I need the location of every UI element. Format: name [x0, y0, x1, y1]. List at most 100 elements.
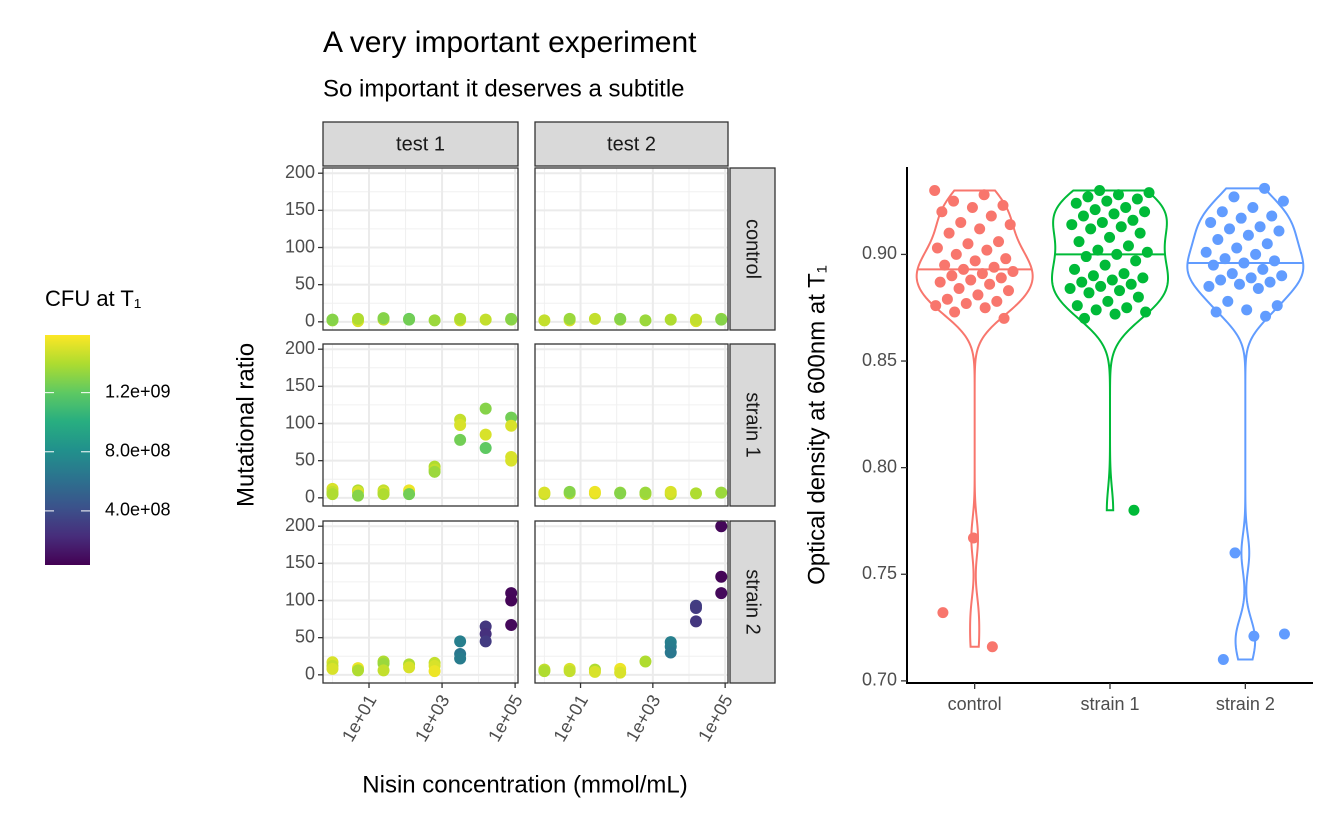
panel-border [322, 343, 519, 507]
x-tick-label: 1e+05 [694, 691, 737, 745]
point [1092, 244, 1104, 256]
point [1076, 276, 1088, 288]
point [428, 465, 441, 478]
point [1115, 221, 1127, 233]
point [1264, 276, 1276, 288]
panel-border [534, 167, 729, 331]
point [1111, 248, 1123, 260]
point [958, 263, 970, 275]
panel [323, 521, 518, 683]
point [998, 312, 1010, 324]
point [966, 202, 978, 214]
point [664, 646, 677, 659]
legend-title: CFU at T₁ [45, 286, 141, 311]
y-tick-label: 0.85 [862, 350, 897, 370]
panel [535, 344, 728, 506]
point [931, 242, 943, 254]
y-tick-label: 0 [305, 311, 315, 331]
point [1104, 231, 1116, 243]
point [1121, 302, 1133, 314]
x-tick-label: 1e+01 [550, 691, 593, 745]
point [1248, 630, 1260, 642]
point [1257, 263, 1269, 275]
point [1087, 270, 1099, 282]
point [1130, 255, 1142, 267]
point [563, 485, 576, 498]
point [1238, 257, 1250, 269]
y-tick-label: 50 [295, 449, 315, 469]
point [588, 485, 601, 498]
y-axis-title: Optical density at 600nm at T₁ [803, 265, 830, 585]
point [976, 268, 988, 280]
point [403, 661, 416, 674]
point [1261, 238, 1273, 250]
point [1276, 270, 1288, 282]
point [950, 248, 962, 260]
point [639, 655, 652, 668]
point [1085, 223, 1097, 235]
y-tick-label: 50 [295, 626, 315, 646]
point [993, 236, 1005, 248]
point [1252, 283, 1264, 295]
point [1259, 182, 1271, 194]
y-tick-label: 100 [285, 412, 315, 432]
point [639, 314, 652, 327]
point [479, 402, 492, 415]
strip [729, 520, 776, 684]
point [1077, 210, 1089, 222]
point [326, 662, 339, 675]
y-tick-label: 50 [295, 273, 315, 293]
panel [323, 168, 518, 330]
point [1140, 306, 1152, 318]
point [428, 665, 441, 678]
point [1207, 259, 1219, 271]
point [1083, 287, 1095, 299]
point [664, 313, 677, 326]
point [1210, 306, 1222, 318]
point [664, 485, 677, 498]
point [454, 312, 467, 325]
point [1277, 195, 1289, 207]
point [941, 293, 953, 305]
point [1226, 268, 1238, 280]
point [614, 312, 627, 325]
point [972, 289, 984, 301]
x-tick-label: 1e+03 [622, 691, 665, 745]
x-tick-label: strain 2 [1216, 694, 1275, 714]
y-tick-label: 150 [285, 375, 315, 395]
point [352, 312, 365, 325]
point [538, 314, 551, 327]
point [1109, 308, 1121, 320]
point [1112, 189, 1124, 201]
point [1212, 233, 1224, 245]
y-tick-label: 0.80 [862, 456, 897, 476]
point [1066, 219, 1078, 231]
point [1106, 274, 1118, 286]
y-tick-label: 100 [285, 589, 315, 609]
strip [729, 343, 776, 507]
point [563, 312, 576, 325]
point [1245, 272, 1257, 284]
point [505, 419, 518, 432]
point [1203, 280, 1215, 292]
point [1260, 310, 1272, 322]
point [1217, 654, 1229, 666]
point [428, 314, 441, 327]
point [1229, 547, 1241, 559]
point [948, 195, 960, 207]
x-tick-label: 1e+03 [411, 691, 454, 745]
x-tick-label: 1e+01 [338, 691, 381, 745]
point [1071, 300, 1083, 312]
y-tick-label: 0 [305, 487, 315, 507]
point [1073, 236, 1085, 248]
point [588, 312, 601, 325]
point [352, 664, 365, 677]
point [563, 665, 576, 678]
point [715, 520, 728, 533]
point [1132, 291, 1144, 303]
point [1094, 184, 1106, 196]
point [1233, 278, 1245, 290]
point [1002, 285, 1014, 297]
point [639, 486, 652, 499]
